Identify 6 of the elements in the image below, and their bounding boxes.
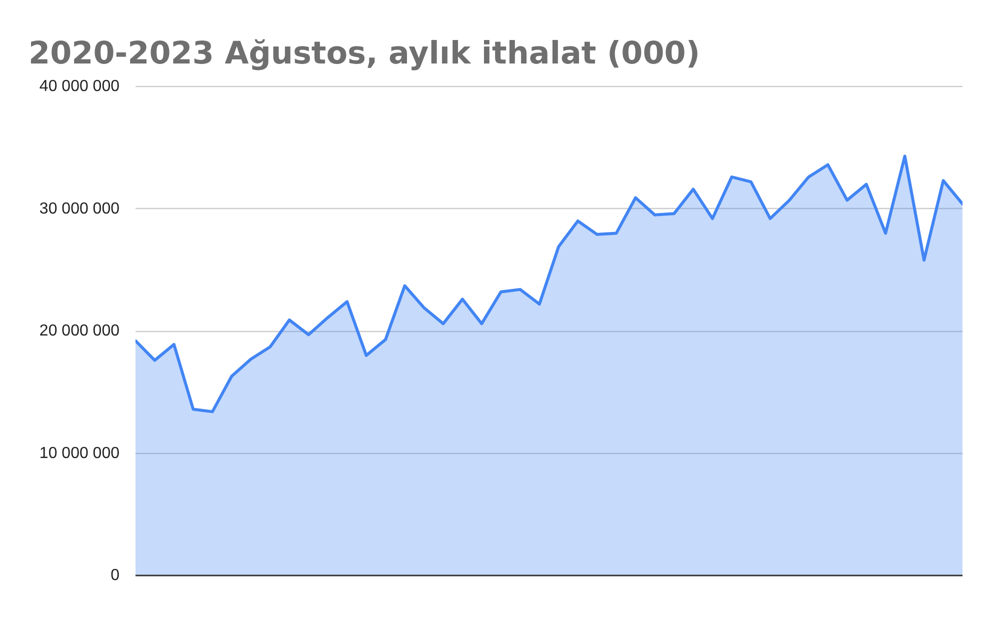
y-tick-label: 30 000 000 (39, 200, 120, 218)
chart-title: 2020-2023 Ağustos, aylık ithalat (000) (28, 36, 700, 72)
y-tick-label: 10 000 000 (39, 444, 120, 462)
y-tick-label: 0 (110, 567, 120, 584)
y-tick-label: 40 000 000 (39, 78, 120, 95)
y-tick-label: 20 000 000 (39, 322, 120, 340)
